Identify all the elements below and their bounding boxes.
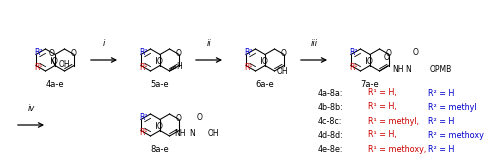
Text: ii: ii xyxy=(206,39,212,48)
Text: H: H xyxy=(176,62,182,71)
Text: O: O xyxy=(384,53,390,62)
Text: R¹ = methoxy,: R¹ = methoxy, xyxy=(368,145,426,154)
Text: 4c-8c:: 4c-8c: xyxy=(318,117,342,126)
Text: O: O xyxy=(412,48,418,57)
Text: R¹: R¹ xyxy=(34,63,42,72)
Text: O: O xyxy=(176,114,182,123)
Text: R¹ = H,: R¹ = H, xyxy=(368,103,397,111)
Text: R¹ = H,: R¹ = H, xyxy=(368,89,397,97)
Text: R² = methyl: R² = methyl xyxy=(428,103,476,111)
Text: O: O xyxy=(52,57,58,66)
Text: O: O xyxy=(386,49,392,58)
Text: 4d-8d:: 4d-8d: xyxy=(318,131,344,140)
Text: N: N xyxy=(406,65,411,74)
Text: O: O xyxy=(49,49,54,58)
Text: O: O xyxy=(176,49,182,58)
Text: NH: NH xyxy=(392,65,404,74)
Text: OH: OH xyxy=(208,129,219,139)
Text: R²: R² xyxy=(34,48,42,57)
Text: O: O xyxy=(157,57,163,66)
Text: 4a-e: 4a-e xyxy=(46,80,64,89)
Text: 4b-8b:: 4b-8b: xyxy=(318,103,344,111)
Text: O: O xyxy=(281,49,287,58)
Text: 7a-e: 7a-e xyxy=(360,80,380,89)
Text: 4a-8a:: 4a-8a: xyxy=(318,89,344,97)
Text: O: O xyxy=(262,57,268,66)
Text: 5a-e: 5a-e xyxy=(150,80,170,89)
Text: R¹: R¹ xyxy=(140,128,147,137)
Text: iii: iii xyxy=(310,39,318,48)
Text: O: O xyxy=(71,49,77,58)
Text: iv: iv xyxy=(28,104,34,113)
Text: R²: R² xyxy=(244,48,252,57)
Text: 6a-e: 6a-e xyxy=(256,80,274,89)
Text: R¹: R¹ xyxy=(244,63,252,72)
Text: 8a-e: 8a-e xyxy=(150,145,170,154)
Text: N: N xyxy=(190,129,196,139)
Text: O: O xyxy=(196,113,202,122)
Text: O: O xyxy=(367,57,373,66)
Text: NH: NH xyxy=(174,129,186,139)
Text: R¹: R¹ xyxy=(350,63,358,72)
Text: O: O xyxy=(157,122,163,131)
Text: OH: OH xyxy=(276,67,288,75)
Text: R² = H: R² = H xyxy=(428,89,454,97)
Text: R¹ = H,: R¹ = H, xyxy=(368,131,397,140)
Text: R¹ = methyl,: R¹ = methyl, xyxy=(368,117,419,126)
Text: R² = methoxy: R² = methoxy xyxy=(428,131,484,140)
Text: R²: R² xyxy=(139,48,147,57)
Text: OPMB: OPMB xyxy=(430,65,452,74)
Text: OH: OH xyxy=(58,60,70,69)
Text: R² = H: R² = H xyxy=(428,145,454,154)
Text: i: i xyxy=(103,39,105,48)
Text: R²: R² xyxy=(349,48,358,57)
Text: R¹: R¹ xyxy=(140,63,147,72)
Text: R²: R² xyxy=(139,113,147,122)
Text: R² = H: R² = H xyxy=(428,117,454,126)
Text: 4e-8e:: 4e-8e: xyxy=(318,145,344,154)
